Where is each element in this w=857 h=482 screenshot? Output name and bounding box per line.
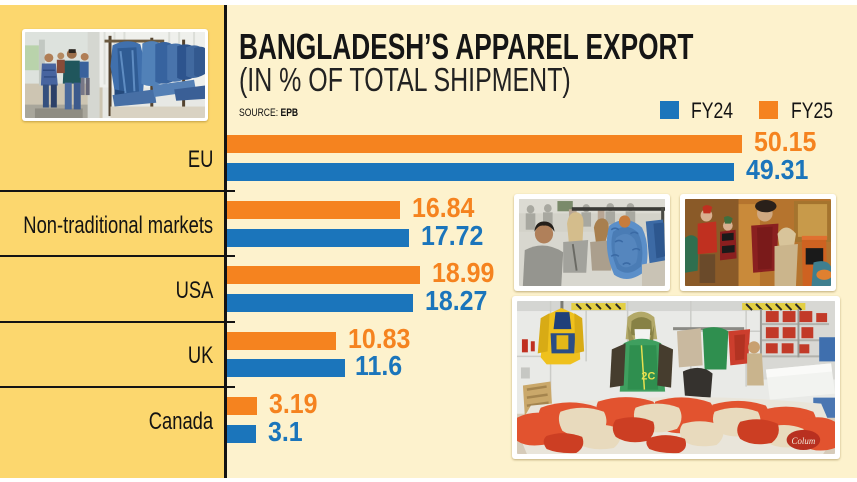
svg-text:2C: 2C <box>641 370 655 382</box>
svg-text:Colum: Colum <box>792 436 816 446</box>
